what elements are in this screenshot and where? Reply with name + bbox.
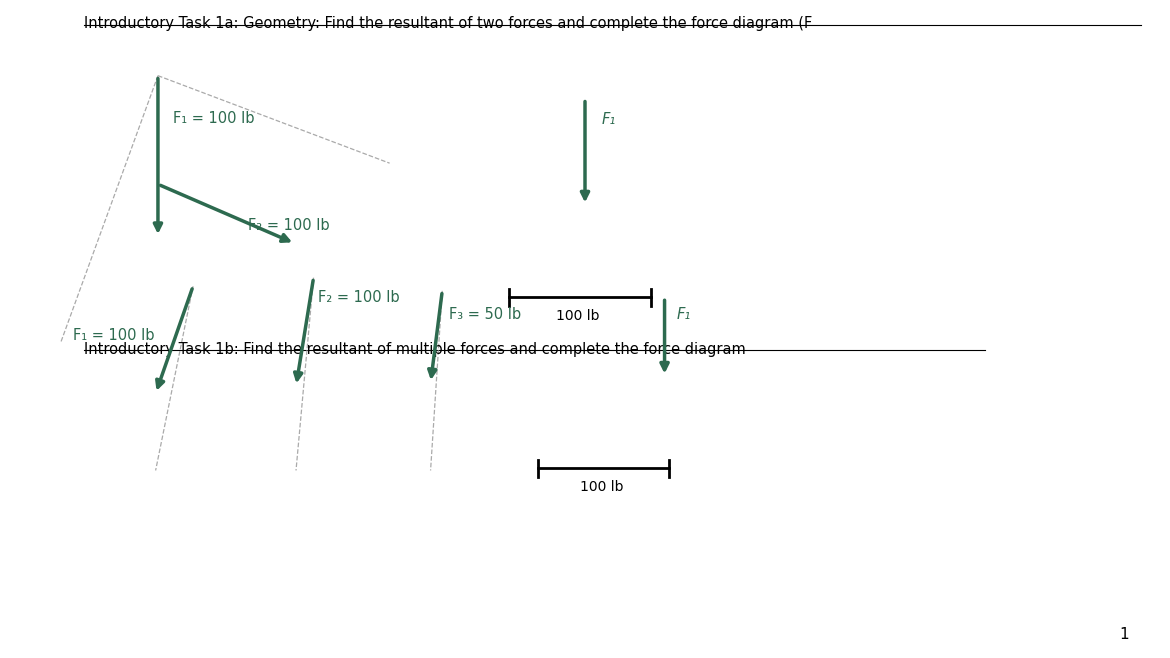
Text: 100 lb: 100 lb — [579, 480, 624, 494]
Text: Introductory Task 1a: Geometry: Find the resultant of two forces and complete th: Introductory Task 1a: Geometry: Find the… — [84, 16, 812, 32]
Text: F₁: F₁ — [676, 307, 690, 322]
Text: F₁: F₁ — [601, 113, 615, 127]
Text: F₂ = 100 lb: F₂ = 100 lb — [318, 290, 400, 305]
Text: 1: 1 — [1120, 626, 1129, 642]
Text: Introductory Task 1b: Find the resultant of multiple forces and complete the for: Introductory Task 1b: Find the resultant… — [84, 342, 746, 357]
Text: F₃ = 50 lb: F₃ = 50 lb — [449, 307, 522, 322]
Text: F₂ = 100 lb: F₂ = 100 lb — [248, 218, 330, 232]
Text: F₁ = 100 lb: F₁ = 100 lb — [173, 111, 255, 126]
Text: F₁ = 100 lb: F₁ = 100 lb — [73, 328, 154, 343]
Text: 100 lb: 100 lb — [556, 309, 600, 323]
